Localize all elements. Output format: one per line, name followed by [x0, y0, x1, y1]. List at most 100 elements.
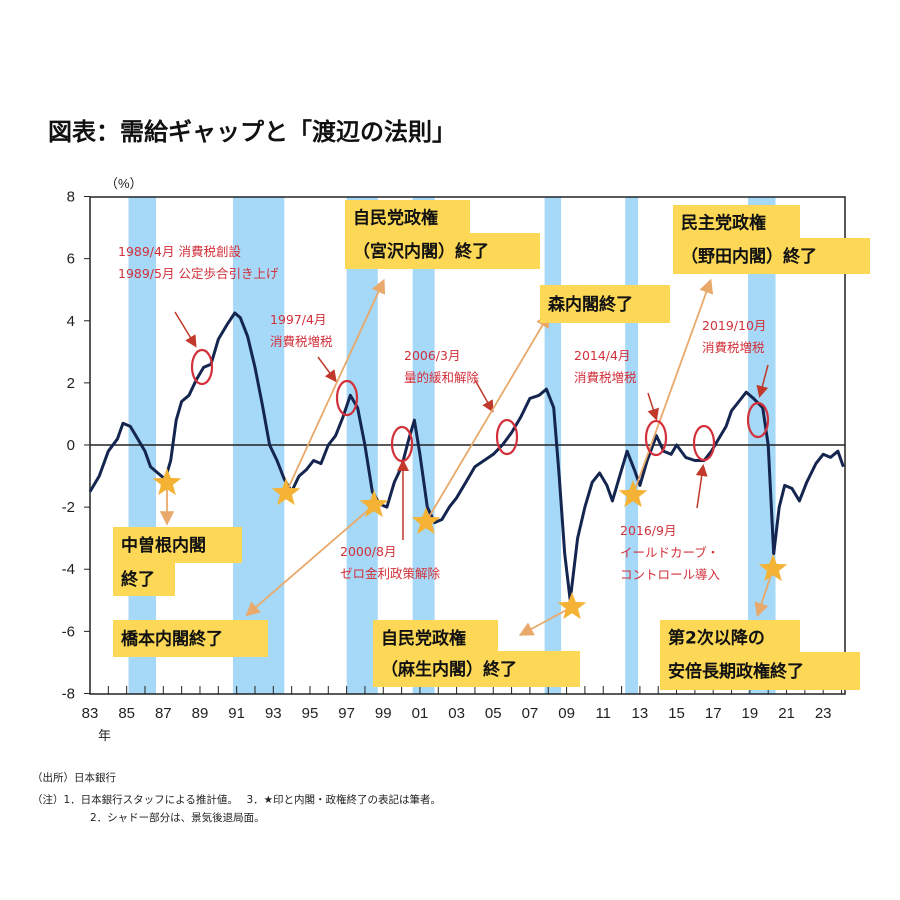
x-tick-label: 03 [448, 705, 465, 722]
x-unit-label: 年 [98, 728, 111, 743]
x-tick-label: 11 [595, 705, 611, 722]
x-tick-label: 01 [412, 705, 429, 722]
star-marker [152, 468, 182, 496]
x-tick-label: 83 [82, 705, 99, 722]
y-tick-label: -6 [62, 623, 75, 640]
event-circle [692, 424, 716, 462]
x-tick-label: 91 [228, 705, 245, 722]
x-tick-label: 21 [778, 705, 795, 722]
y-tick-label: -2 [62, 499, 75, 516]
x-tick-label: 09 [558, 705, 575, 722]
government-end-label: （野田内閣）終了 [681, 246, 817, 267]
star-marker [758, 554, 788, 582]
y-tick-label: 6 [67, 251, 75, 268]
event-circle [644, 419, 668, 457]
government-end-box [345, 233, 540, 269]
red-arrow [317, 356, 337, 383]
y-tick-label: 0 [67, 437, 75, 454]
x-tick-label: 85 [118, 705, 135, 722]
red-arrow [695, 464, 708, 509]
x-tick-label: 17 [705, 705, 722, 722]
government-end-box [113, 620, 268, 657]
government-end-box [540, 285, 670, 323]
x-tick-label: 13 [632, 705, 649, 722]
government-end-label: 橋本内閣終了 [121, 629, 223, 650]
event-note: 1989/5月 公定歩合引き上げ [118, 266, 279, 281]
x-tick-label: 07 [522, 705, 539, 722]
government-end-box [660, 652, 860, 690]
event-note: 消費税増税 [574, 370, 637, 385]
x-tick-label: 23 [815, 705, 832, 722]
chart-title: 図表：需給ギャップと「渡辺の法則」 [48, 118, 456, 146]
government-end-label: 安倍長期政権終了 [668, 661, 804, 682]
event-circle [495, 418, 519, 456]
event-note: 消費税増税 [270, 334, 333, 349]
y-tick-label: -4 [62, 561, 75, 578]
event-circle [190, 348, 214, 386]
y-tick-label: 8 [67, 189, 75, 206]
star-marker [618, 480, 648, 508]
star-marker [557, 592, 587, 620]
orange-arrow [245, 504, 375, 617]
event-note: ゼロ金利政策解除 [340, 566, 441, 581]
footnote-note2: 2．シャドー部分は、景気後退局面。 [90, 811, 265, 824]
x-tick-label: 99 [375, 705, 392, 722]
red-arrow [474, 379, 494, 413]
event-note: 2014/4月 [574, 348, 630, 363]
y-tick-label: 4 [67, 313, 75, 330]
orange-arrow [425, 312, 550, 523]
government-end-box [113, 527, 242, 563]
event-circle [390, 425, 414, 463]
x-tick-label: 89 [192, 705, 209, 722]
government-end-box [673, 238, 870, 274]
x-tick-label: 05 [485, 705, 502, 722]
orange-arrow [518, 606, 573, 636]
x-tick-label: 19 [742, 705, 759, 722]
red-arrow [756, 364, 769, 398]
x-tick-label: 95 [302, 705, 319, 722]
government-end-label: 民主党政権 [681, 213, 766, 234]
government-end-label: 森内閣終了 [548, 294, 633, 315]
orange-arrow [285, 278, 386, 494]
event-note: 2006/3月 [404, 348, 460, 363]
x-tick-label: 87 [155, 705, 172, 722]
x-tick-label: 97 [338, 705, 355, 722]
star-marker [411, 507, 441, 535]
event-circle [335, 379, 359, 417]
government-end-box [660, 620, 800, 655]
y-tick-label: 2 [67, 375, 75, 392]
event-note: 1997/4月 [270, 312, 326, 327]
footnote-note1: （注）1．日本銀行スタッフによる推計値。 3．★印と内閣・政権終了の表記は筆者。 [32, 793, 441, 806]
government-end-label: 中曽根内閣 [121, 535, 206, 556]
government-end-label: 第2次以降の [668, 628, 765, 649]
event-note: 量的緩和解除 [404, 370, 480, 385]
government-end-label: 自民党政権 [381, 628, 466, 649]
government-end-label: （宮沢内閣）終了 [353, 241, 489, 262]
event-note: 2016/9月 [620, 523, 676, 538]
government-end-box [373, 620, 498, 656]
event-circle [746, 401, 770, 439]
event-note: 2000/8月 [340, 544, 396, 559]
government-end-box [373, 651, 580, 687]
event-note: 消費税増税 [702, 340, 765, 355]
event-note: コントロール導入 [620, 567, 721, 582]
government-end-label: （麻生内閣）終了 [381, 659, 517, 680]
government-end-box [673, 205, 800, 240]
star-marker [271, 478, 301, 506]
red-arrow [647, 392, 659, 421]
x-tick-label: 93 [265, 705, 282, 722]
government-end-box [345, 200, 470, 235]
footnote-source: （出所）日本銀行 [32, 771, 116, 784]
event-note: イールドカーブ・ [620, 545, 719, 560]
orange-arrow [632, 278, 714, 496]
event-note: 2019/10月 [702, 318, 766, 333]
x-tick-label: 15 [668, 705, 685, 722]
star-marker [359, 490, 389, 518]
red-arrow [174, 311, 197, 348]
government-end-label: 終了 [121, 569, 155, 590]
y-tick-label: -8 [62, 685, 75, 702]
y-unit-label: （%） [105, 176, 143, 191]
event-note: 1989/4月 消費税創設 [118, 244, 241, 259]
government-end-label: 自民党政権 [353, 208, 438, 229]
